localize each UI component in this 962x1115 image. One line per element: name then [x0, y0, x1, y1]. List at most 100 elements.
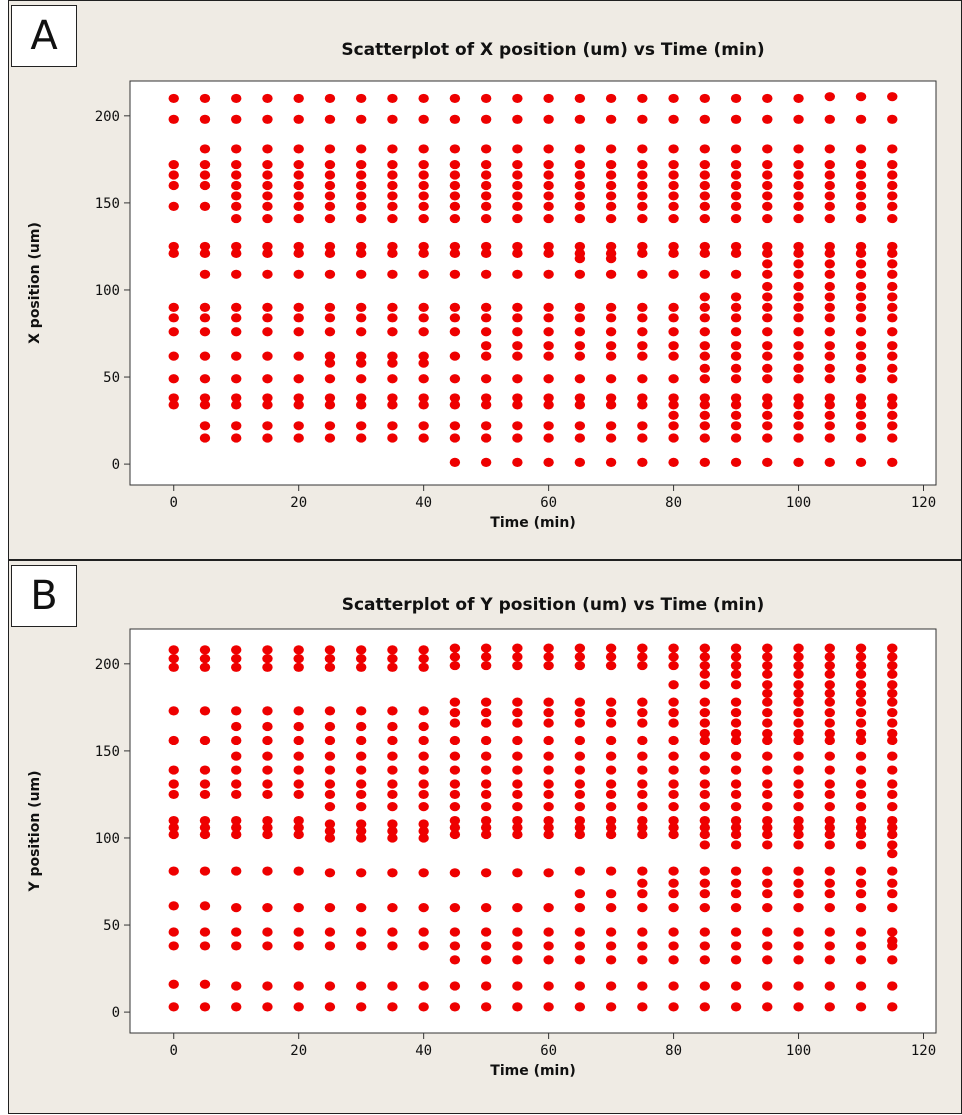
data-point — [793, 159, 804, 170]
data-point — [231, 313, 242, 323]
data-point — [574, 789, 586, 800]
data-point — [449, 374, 461, 384]
data-point — [887, 680, 898, 690]
data-point — [543, 313, 554, 323]
data-point — [762, 878, 773, 888]
data-point — [418, 789, 429, 800]
data-point — [887, 955, 898, 965]
y-tick-label: 100 — [95, 831, 120, 847]
data-point — [730, 889, 742, 899]
data-point — [637, 829, 648, 840]
data-point — [480, 981, 492, 991]
data-point — [449, 248, 461, 258]
data-point — [262, 248, 273, 258]
data-point — [887, 259, 898, 269]
data-point — [855, 718, 867, 728]
data-point — [793, 941, 804, 951]
data-point — [418, 721, 429, 732]
data-point — [855, 400, 867, 410]
data-point — [855, 751, 867, 761]
data-point — [231, 159, 242, 170]
data-point — [887, 114, 898, 124]
data-point — [605, 643, 617, 653]
x-tick-label: 0 — [170, 1043, 178, 1059]
data-point — [512, 735, 523, 746]
data-point — [605, 254, 617, 264]
data-point — [449, 93, 461, 104]
data-point — [637, 213, 648, 224]
data-point — [324, 789, 336, 800]
data-point — [699, 313, 711, 323]
data-point — [668, 866, 679, 876]
data-point — [231, 114, 242, 124]
data-point — [793, 457, 804, 467]
data-point — [324, 645, 336, 655]
data-point — [293, 93, 304, 104]
x-axis-label: Time (min) — [490, 1063, 575, 1079]
data-point — [762, 660, 773, 671]
data-point — [387, 826, 398, 836]
data-point — [824, 903, 835, 913]
data-point — [199, 941, 211, 951]
data-point — [543, 93, 554, 104]
data-point — [543, 241, 554, 252]
y-tick-label: 50 — [103, 370, 120, 386]
data-point — [699, 159, 711, 170]
data-point — [762, 697, 773, 707]
data-point — [199, 779, 211, 789]
data-point — [887, 292, 898, 302]
data-point — [355, 645, 367, 655]
data-point — [637, 903, 648, 913]
data-point — [480, 718, 492, 728]
data-point — [762, 421, 773, 431]
data-point — [418, 213, 429, 224]
data-point — [449, 180, 461, 191]
data-point — [762, 802, 773, 812]
data-point — [355, 779, 367, 789]
data-point — [543, 114, 554, 124]
data-point — [324, 735, 336, 746]
data-point — [262, 662, 273, 672]
data-point — [793, 718, 804, 728]
data-point — [699, 93, 711, 104]
data-point — [855, 660, 867, 671]
data-point — [512, 93, 523, 104]
data-point — [793, 281, 804, 292]
data-point — [293, 213, 304, 224]
data-point — [355, 241, 367, 252]
data-point — [605, 93, 617, 104]
data-point — [793, 765, 804, 775]
data-point — [574, 393, 586, 403]
data-point — [293, 374, 304, 384]
panel-b: B Scatterplot of Y position (um) vs Time… — [8, 560, 962, 1114]
data-point — [793, 374, 804, 384]
data-point — [887, 927, 898, 937]
data-point — [293, 144, 304, 154]
data-point — [793, 410, 804, 420]
data-point — [355, 941, 367, 951]
data-point — [699, 765, 711, 775]
y-tick-label: 50 — [103, 918, 120, 934]
data-point — [762, 680, 773, 690]
data-point — [574, 697, 586, 707]
data-point — [512, 1002, 523, 1012]
data-point — [543, 213, 554, 224]
data-point — [855, 927, 867, 937]
data-point — [387, 751, 398, 761]
scatter-chart-x-position: Scatterplot of X position (um) vs Time (… — [27, 40, 937, 531]
data-point — [605, 903, 617, 913]
data-point — [418, 180, 429, 191]
data-point — [699, 114, 711, 124]
data-point — [793, 889, 804, 899]
data-point — [543, 927, 554, 937]
data-point — [199, 248, 211, 258]
data-point — [262, 654, 273, 664]
data-point — [512, 829, 523, 840]
data-point — [418, 269, 429, 279]
data-point — [637, 327, 648, 337]
data-point — [199, 927, 211, 937]
data-point — [449, 191, 461, 201]
data-point — [793, 652, 804, 662]
data-point — [699, 779, 711, 789]
data-point — [824, 815, 835, 826]
